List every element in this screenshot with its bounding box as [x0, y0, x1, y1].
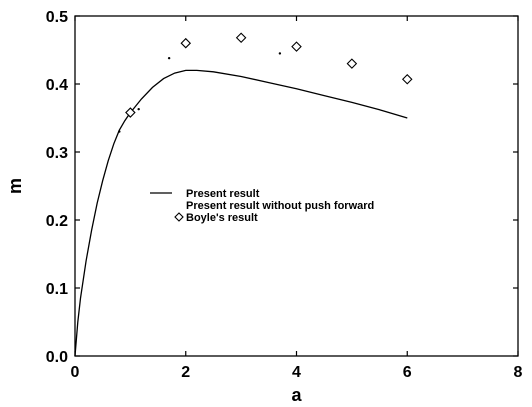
plot-frame	[74, 15, 519, 357]
series-marker-boyles-result	[346, 58, 358, 69]
legend-entry-label: Present result without push forward	[186, 200, 374, 212]
y-tick-label: 0.4	[46, 77, 68, 94]
series-marker-boyles-result	[125, 107, 136, 118]
y-tick-label: 0.3	[46, 145, 68, 162]
axes: 0 2 4 6 8 0.0 0.1 0.2 0.3 0.4 0.5	[46, 9, 523, 381]
x-tick-label: 0	[71, 364, 80, 381]
series-dot-without-push-forward	[167, 56, 171, 60]
series-marker-boyles-result	[401, 73, 413, 85]
legend-entry-label: Present result	[186, 188, 260, 200]
y-tick-label: 0.5	[46, 9, 68, 26]
series-marker-boyles-result	[235, 32, 247, 44]
y-tick-label: 0.1	[46, 281, 68, 298]
x-tick-label: 6	[403, 364, 412, 381]
x-tick-label: 8	[514, 364, 523, 381]
series-line-present-result	[74, 69, 408, 357]
x-axis-label: a	[291, 385, 302, 405]
x-tick-label: 4	[292, 364, 301, 381]
legend-entry-label: Boyle's result	[186, 212, 258, 224]
y-tick-label: 0.2	[46, 213, 68, 230]
y-tick-label: 0.0	[46, 349, 68, 366]
series-marker-boyles-result	[291, 41, 302, 52]
x-tick-label: 2	[181, 364, 190, 381]
series-layer	[74, 32, 413, 357]
y-axis-label: m	[5, 178, 25, 194]
series-dot-without-push-forward	[118, 130, 121, 133]
series-dot-without-push-forward	[137, 107, 140, 111]
legend-swatch-diamond	[174, 212, 184, 222]
series-marker-boyles-result	[180, 37, 192, 49]
series-dot-without-push-forward	[278, 52, 282, 55]
